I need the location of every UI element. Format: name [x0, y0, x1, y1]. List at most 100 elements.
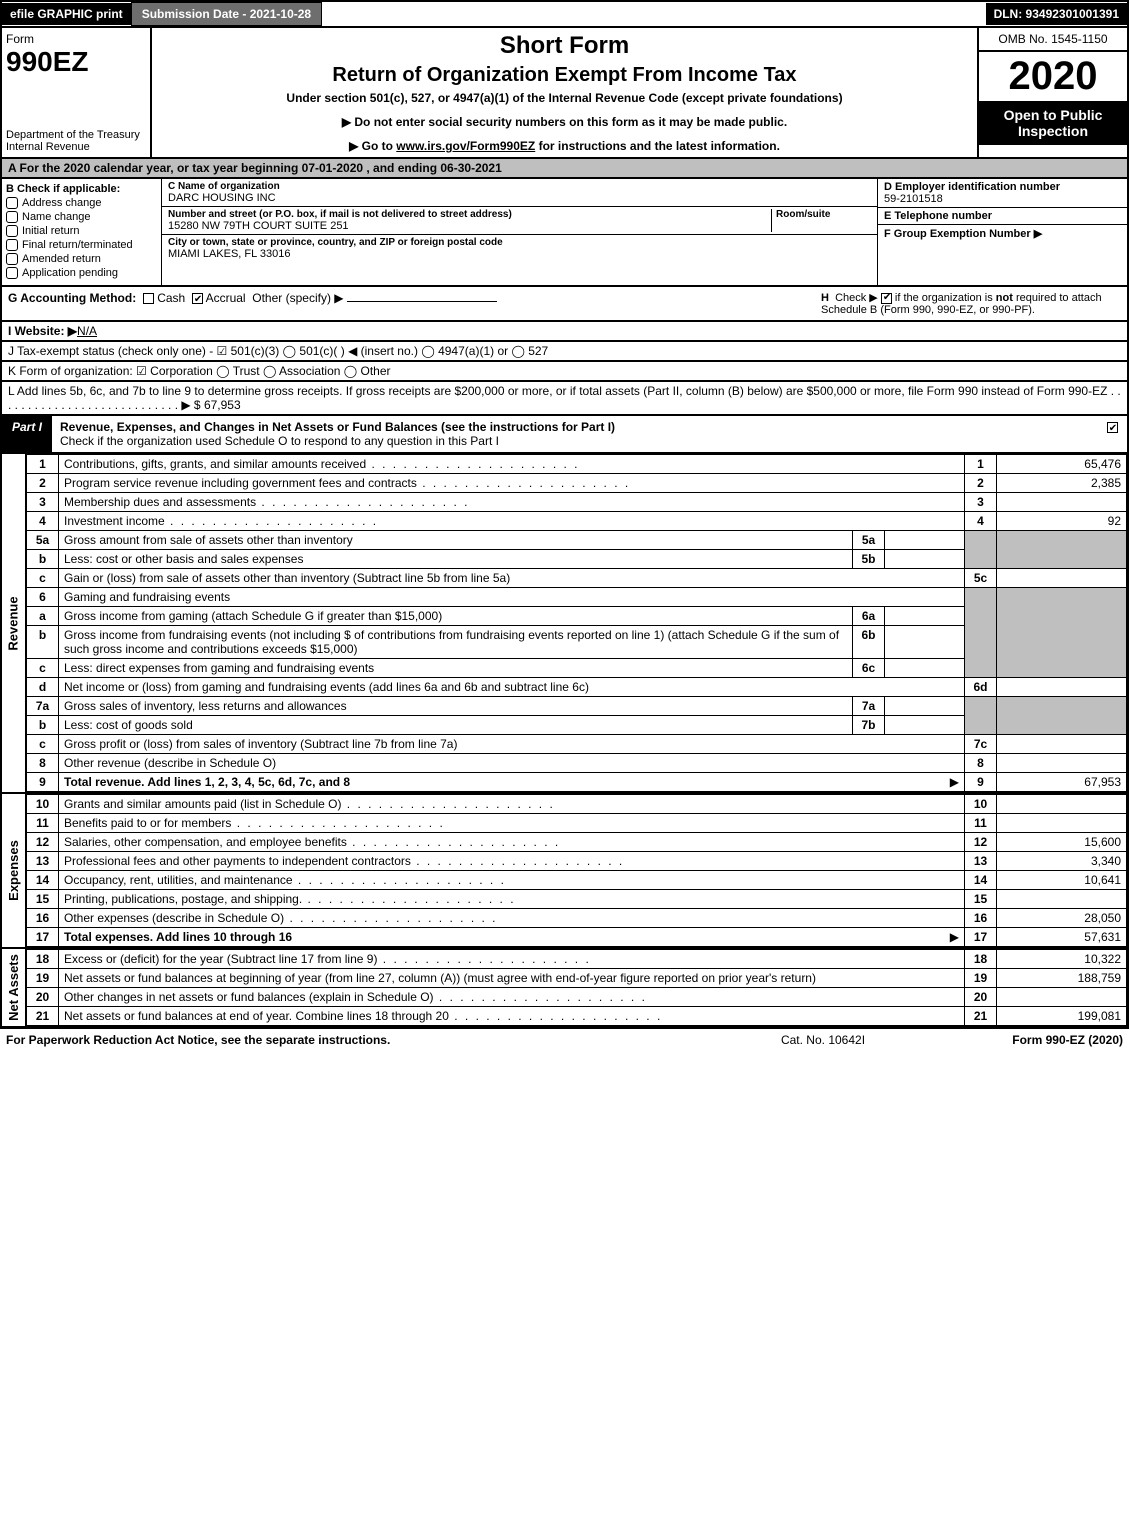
line-15: 15Printing, publications, postage, and s…	[27, 890, 1127, 909]
section-b-header: B Check if applicable:	[6, 183, 157, 195]
revenue-side-label: Revenue	[2, 454, 26, 792]
line-7b: bLess: cost of goods sold7b	[27, 716, 1127, 735]
part1-tag: Part I	[2, 416, 52, 452]
dept-irs: Internal Revenue	[6, 141, 146, 153]
line-inner-amt[interactable]	[885, 550, 965, 569]
checkbox-accrual[interactable]	[192, 293, 203, 304]
line-3: 3Membership dues and assessments3	[27, 493, 1127, 512]
footer-center: Cat. No. 10642I	[723, 1033, 923, 1047]
org-name-label: C Name of organization	[168, 181, 871, 192]
line-desc: Gaming and fundraising events	[59, 588, 965, 607]
irs-link[interactable]: www.irs.gov/Form990EZ	[396, 139, 535, 153]
checkbox-cash[interactable]	[143, 293, 154, 304]
dln-label: DLN: 93492301001391	[986, 3, 1127, 25]
checkbox-h[interactable]	[881, 293, 892, 304]
omb-number: OMB No. 1545-1150	[979, 28, 1127, 52]
row-g-h: G Accounting Method: Cash Accrual Other …	[0, 287, 1129, 322]
notice-link: ▶ Go to www.irs.gov/Form990EZ for instru…	[160, 139, 969, 153]
line-amount	[997, 735, 1127, 754]
line-1: 1Contributions, gifts, grants, and simil…	[27, 455, 1127, 474]
netassets-section: Net Assets 18Excess or (deficit) for the…	[0, 949, 1129, 1028]
line-6d: dNet income or (loss) from gaming and fu…	[27, 678, 1127, 697]
checkbox-initial-return[interactable]: Initial return	[6, 225, 157, 237]
checkbox-final-return[interactable]: Final return/terminated	[6, 239, 157, 251]
line-2: 2Program service revenue including gover…	[27, 474, 1127, 493]
tel-label: E Telephone number	[884, 210, 1121, 222]
line-17: 17Total expenses. Add lines 10 through 1…	[27, 928, 1127, 947]
org-city: MIAMI LAKES, FL 33016	[168, 248, 871, 260]
ein-value: 59-2101518	[884, 193, 1121, 205]
footer-left: For Paperwork Reduction Act Notice, see …	[6, 1033, 723, 1047]
line-amount: 28,050	[997, 909, 1127, 928]
submission-date: Submission Date - 2021-10-28	[131, 2, 322, 26]
row-l-gross-receipts: L Add lines 5b, 6c, and 7b to line 9 to …	[0, 382, 1129, 416]
row-l-text: L Add lines 5b, 6c, and 7b to line 9 to …	[8, 384, 1121, 412]
line-desc: Less: cost of goods sold	[59, 716, 853, 735]
row-a-tax-year: A For the 2020 calendar year, or tax yea…	[0, 159, 1129, 179]
checkbox-part1-schedule-o[interactable]	[1107, 422, 1118, 433]
section-h: H Check ▶ if the organization is not req…	[821, 291, 1121, 316]
part1-check-text: Check if the organization used Schedule …	[60, 434, 499, 448]
checkbox-amended-return[interactable]: Amended return	[6, 253, 157, 265]
line-9: 9Total revenue. Add lines 1, 2, 3, 4, 5c…	[27, 773, 1127, 792]
line-inner-amt[interactable]	[885, 607, 965, 626]
line-desc: Occupancy, rent, utilities, and maintena…	[59, 871, 965, 890]
line-desc: Less: cost or other basis and sales expe…	[59, 550, 853, 569]
accrual-label: Accrual	[206, 291, 246, 305]
line-desc: Net income or (loss) from gaming and fun…	[59, 678, 965, 697]
line-11: 11Benefits paid to or for members11	[27, 814, 1127, 833]
line-desc: Total expenses. Add lines 10 through 16 …	[59, 928, 965, 947]
line-10: 10Grants and similar amounts paid (list …	[27, 795, 1127, 814]
line-amount	[997, 493, 1127, 512]
row-k-form-org: K Form of organization: ☑ Corporation ◯ …	[0, 362, 1129, 382]
section-c: C Name of organization DARC HOUSING INC …	[162, 179, 877, 285]
ein-label: D Employer identification number	[884, 181, 1121, 193]
line-desc: Membership dues and assessments	[59, 493, 965, 512]
entity-block: B Check if applicable: Address change Na…	[0, 179, 1129, 287]
line-amount: 15,600	[997, 833, 1127, 852]
line-desc: Benefits paid to or for members	[59, 814, 965, 833]
opt-label: Application pending	[22, 267, 118, 279]
line-8: 8Other revenue (describe in Schedule O)8	[27, 754, 1127, 773]
line-21: 21Net assets or fund balances at end of …	[27, 1007, 1127, 1026]
line-amount: 65,476	[997, 455, 1127, 474]
line-inner-amt[interactable]	[885, 626, 965, 659]
line-desc: Other expenses (describe in Schedule O)	[59, 909, 965, 928]
org-name: DARC HOUSING INC	[168, 192, 871, 204]
section-b: B Check if applicable: Address change Na…	[2, 179, 162, 285]
line-inner-amt[interactable]	[885, 531, 965, 550]
line-amount: 188,759	[997, 969, 1127, 988]
checkbox-name-change[interactable]: Name change	[6, 211, 157, 223]
short-form-label: Short Form	[160, 32, 969, 60]
line-desc: Gross income from fundraising events (no…	[59, 626, 853, 659]
checkbox-address-change[interactable]: Address change	[6, 197, 157, 209]
line-inner-amt[interactable]	[885, 716, 965, 735]
line-amount	[997, 678, 1127, 697]
line-inner-amt[interactable]	[885, 697, 965, 716]
line-amount: 10,641	[997, 871, 1127, 890]
checkbox-application-pending[interactable]: Application pending	[6, 267, 157, 279]
section-def: D Employer identification number 59-2101…	[877, 179, 1127, 285]
efile-print-label[interactable]: efile GRAPHIC print	[2, 3, 131, 25]
line-desc: Net assets or fund balances at beginning…	[59, 969, 965, 988]
line-amount: 2,385	[997, 474, 1127, 493]
expenses-section: Expenses 10Grants and similar amounts pa…	[0, 794, 1129, 949]
line-inner-amt[interactable]	[885, 659, 965, 678]
line-12: 12Salaries, other compensation, and empl…	[27, 833, 1127, 852]
line-desc: Contributions, gifts, grants, and simila…	[59, 455, 965, 474]
form-word: Form	[6, 32, 146, 46]
line-desc: Gain or (loss) from sale of assets other…	[59, 569, 965, 588]
line-14: 14Occupancy, rent, utilities, and mainte…	[27, 871, 1127, 890]
line-amount: 57,631	[997, 928, 1127, 947]
other-specify-input[interactable]	[347, 301, 497, 302]
row-j-tax-exempt: J Tax-exempt status (check only one) - ☑…	[0, 342, 1129, 362]
line-desc: Gross sales of inventory, less returns a…	[59, 697, 853, 716]
notice-pre: ▶ Go to	[349, 139, 396, 153]
opt-label: Amended return	[22, 253, 101, 265]
opt-label: Initial return	[22, 225, 79, 237]
form-subtitle: Under section 501(c), 527, or 4947(a)(1)…	[160, 91, 969, 105]
line-6c: cLess: direct expenses from gaming and f…	[27, 659, 1127, 678]
line-4: 4Investment income492	[27, 512, 1127, 531]
website-label: I Website: ▶	[8, 324, 77, 338]
line-desc: Other changes in net assets or fund bala…	[59, 988, 965, 1007]
